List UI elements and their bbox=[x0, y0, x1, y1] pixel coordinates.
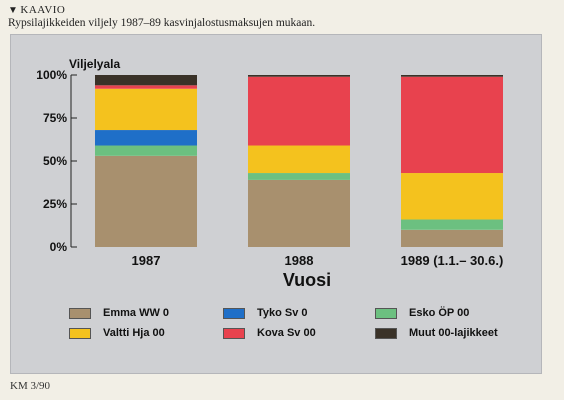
kaavio-heading: ▼ KAAVIO bbox=[8, 4, 315, 16]
legend-label: Muut 00-lajikkeet bbox=[409, 327, 498, 339]
bar-segment-kova-sv-00-1 bbox=[248, 76, 350, 146]
bar-segment-kova-sv-00-2 bbox=[401, 76, 503, 174]
chart-panel: 0% 25% 50% 75% 100% 1987 1988 1989 (1.1.– 30.6… bbox=[10, 34, 542, 374]
y-tick-label: 100% bbox=[36, 68, 67, 82]
legend-swatch bbox=[223, 308, 245, 319]
kaavio-label: KAAVIO bbox=[20, 4, 66, 16]
stacked-bar-chart: 0% 25% 50% 75% 100% 1987 1988 1989 (1.1.– 30.6… bbox=[36, 57, 504, 290]
x-tick-label: 1989 (1.1.– 30.6.) bbox=[401, 253, 504, 268]
legend-label: Emma WW 0 bbox=[103, 307, 170, 319]
y-tick-label: 75% bbox=[43, 111, 67, 125]
bar-segment-kova-sv-00-0 bbox=[95, 85, 197, 89]
source-note: KM 3/90 bbox=[10, 380, 51, 392]
legend-swatch bbox=[69, 308, 91, 319]
bar-segment-valtti-hja-00-0 bbox=[95, 88, 197, 131]
header: ▼ KAAVIO Rypsilajikkeiden viljely 1987–89… bbox=[8, 4, 315, 29]
bar-segment-esko-p-00-1 bbox=[248, 173, 350, 180]
bar-segment-esko-p-00-2 bbox=[401, 219, 503, 230]
x-tick-label: 1987 bbox=[132, 253, 161, 268]
x-ticks-layer: 1987 1988 1989 (1.1.– 30.6.) bbox=[132, 253, 504, 268]
legend-swatch bbox=[69, 328, 91, 339]
y-tick-label: 0% bbox=[50, 240, 68, 254]
bar-segment-muut-00-lajikkeet-1 bbox=[248, 75, 350, 77]
bar-segment-tyko-sv-0-0 bbox=[95, 130, 197, 146]
bar-segment-emma-ww-0-2 bbox=[401, 229, 503, 247]
bar-segment-valtti-hja-00-2 bbox=[401, 173, 503, 220]
legend-label: Valtti Hja 00 bbox=[103, 327, 165, 339]
bar-segment-muut-00-lajikkeet-0 bbox=[95, 75, 197, 86]
y-tick-label: 25% bbox=[43, 197, 67, 211]
legend-swatch bbox=[375, 328, 397, 339]
y-tick-label: 50% bbox=[43, 154, 67, 168]
legend-label: Kova Sv 00 bbox=[257, 327, 316, 339]
legend-swatch bbox=[223, 328, 245, 339]
y-axis-label: Viljelyala bbox=[69, 57, 120, 71]
legend-label: Esko ÖP 00 bbox=[409, 307, 470, 319]
bar-segment-valtti-hja-00-1 bbox=[248, 145, 350, 174]
bar-segment-emma-ww-0-0 bbox=[95, 155, 197, 247]
x-axis-label: Vuosi bbox=[283, 270, 331, 290]
legend-label: Tyko Sv 0 bbox=[257, 307, 308, 319]
legend-swatch bbox=[375, 308, 397, 319]
y-ticks-layer: 0% 25% 50% 75% 100% bbox=[36, 68, 77, 254]
bars-layer bbox=[95, 75, 503, 247]
chart-caption: Rypsilajikkeiden viljely 1987–89 kasvinj… bbox=[8, 17, 316, 29]
down-arrow-icon: ▼ bbox=[8, 5, 19, 16]
bar-segment-emma-ww-0-1 bbox=[248, 179, 350, 247]
x-tick-label: 1988 bbox=[285, 253, 314, 268]
bar-segment-esko-p-00-0 bbox=[95, 145, 197, 156]
bar-segment-muut-00-lajikkeet-2 bbox=[401, 75, 503, 77]
